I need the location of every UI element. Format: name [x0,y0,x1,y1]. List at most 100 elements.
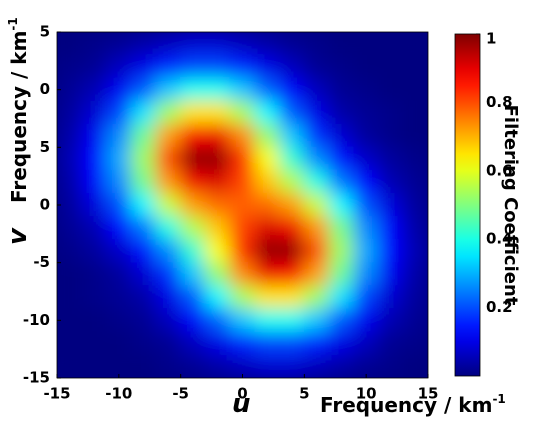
x-axis-label: u Frequency / km-1 [232,389,506,419]
heatmap-cell [402,192,428,218]
heatmap-cell [155,77,182,102]
heatmap-cell [303,354,330,378]
heatmap-cell [229,192,256,218]
heatmap-cell [81,285,107,310]
heatmap-cell [180,285,206,310]
heatmap-cell [279,308,305,333]
heatmap-cell [105,331,132,356]
heatmap-cell [130,239,157,264]
heatmap-cell [81,146,107,171]
heatmap-cell [204,100,231,125]
heatmap-cell [57,354,83,378]
heatmap-cell [105,32,132,56]
y-tick-label: 0 [40,80,50,98]
heatmap-cell [254,192,281,218]
heatmap-cell [57,216,83,241]
heatmap-cell [180,262,206,287]
colorbar-tick-label: 0.6 [486,161,513,179]
heatmap-cell [81,54,107,79]
x-axis-text: Frequency / km [320,393,492,417]
heatmap-cell [328,77,355,102]
heatmap-cell [81,239,107,264]
heatmap-cell [402,308,428,333]
heatmap-cell [279,216,305,241]
y-tick-label: -5 [33,253,50,271]
heatmap-cell [180,100,206,125]
heatmap-cell [180,123,206,148]
heatmap-cell [254,285,281,310]
heatmap-cell [155,192,182,218]
heatmap-cell [229,169,256,194]
heatmap-cell [155,169,182,194]
heatmap-cell [57,146,83,171]
heatmap-cell [105,354,132,378]
heatmap-cell [378,192,404,218]
heatmap-cell [204,262,231,287]
heatmap-cell [130,216,157,241]
heatmap-cell [57,331,83,356]
heatmap-cell [229,354,256,378]
heatmap-cell [402,331,428,356]
heatmap-cell [254,77,281,102]
heatmap-cell [353,239,380,264]
heatmap-cell [105,146,132,171]
y-tick-label: -10 [23,311,50,329]
heatmap-cell [180,77,206,102]
heatmap-cell [105,192,132,218]
heatmap-cell [279,123,305,148]
heatmap-cell [402,77,428,102]
x-axis-symbol: u [232,389,251,419]
heatmap-cell [180,354,206,378]
axes: -15 -10 -5 0 5 10 15 5 0 5 0 -5 -10 -15 0.2 0.4 0.6 0.8 1 [23,23,513,403]
x-axis-exponent: -1 [492,392,505,406]
heatmap-cell [81,169,107,194]
heatmap-cell [303,285,330,310]
heatmap-cell [57,262,83,287]
heatmap-cell [303,32,330,56]
heatmap-cell [180,308,206,333]
heatmap-cell [353,146,380,171]
heatmap-cell [402,54,428,79]
heatmap-cell [328,123,355,148]
heatmap-cell [279,100,305,125]
heatmap-cell [279,146,305,171]
heatmap-cell [180,192,206,218]
heatmap-cell [81,123,107,148]
heatmap-cell [229,54,256,79]
x-tick-label: 15 [418,385,439,403]
heatmap-cell [130,54,157,79]
heatmap-cell [254,331,281,356]
heatmap-cell [105,262,132,287]
y-tick-label: 0 [40,196,50,214]
heatmap-cell [254,308,281,333]
heatmap-cell [303,54,330,79]
heatmap-cell [378,308,404,333]
heatmap-cell [155,354,182,378]
heatmap-cell [105,169,132,194]
heatmap-cell [204,77,231,102]
heatmap-cell [81,77,107,102]
colorbar-tick-label: 0.2 [486,298,513,316]
heatmap-cell [155,123,182,148]
heatmap-cell [81,32,107,56]
heatmap-cell [204,146,231,171]
heatmap-cell [328,100,355,125]
heatmap-cell [353,100,380,125]
heatmap-cell [378,354,404,378]
heatmap-cell [155,54,182,79]
heatmap-cell [303,262,330,287]
heatmap-cell [353,331,380,356]
heatmap-cell [229,285,256,310]
heatmap-cell [303,123,330,148]
heatmap-cell [204,354,231,378]
heatmap-cell [229,308,256,333]
heatmap-cell [204,239,231,264]
heatmap-cell [254,32,281,56]
heatmap-cell [402,146,428,171]
heatmap-cell [378,169,404,194]
heatmap-cell [378,262,404,287]
heatmap-cell [105,239,132,264]
heatmap-cell [402,239,428,264]
x-tick-label: 10 [356,385,377,403]
heatmap-cell [130,285,157,310]
